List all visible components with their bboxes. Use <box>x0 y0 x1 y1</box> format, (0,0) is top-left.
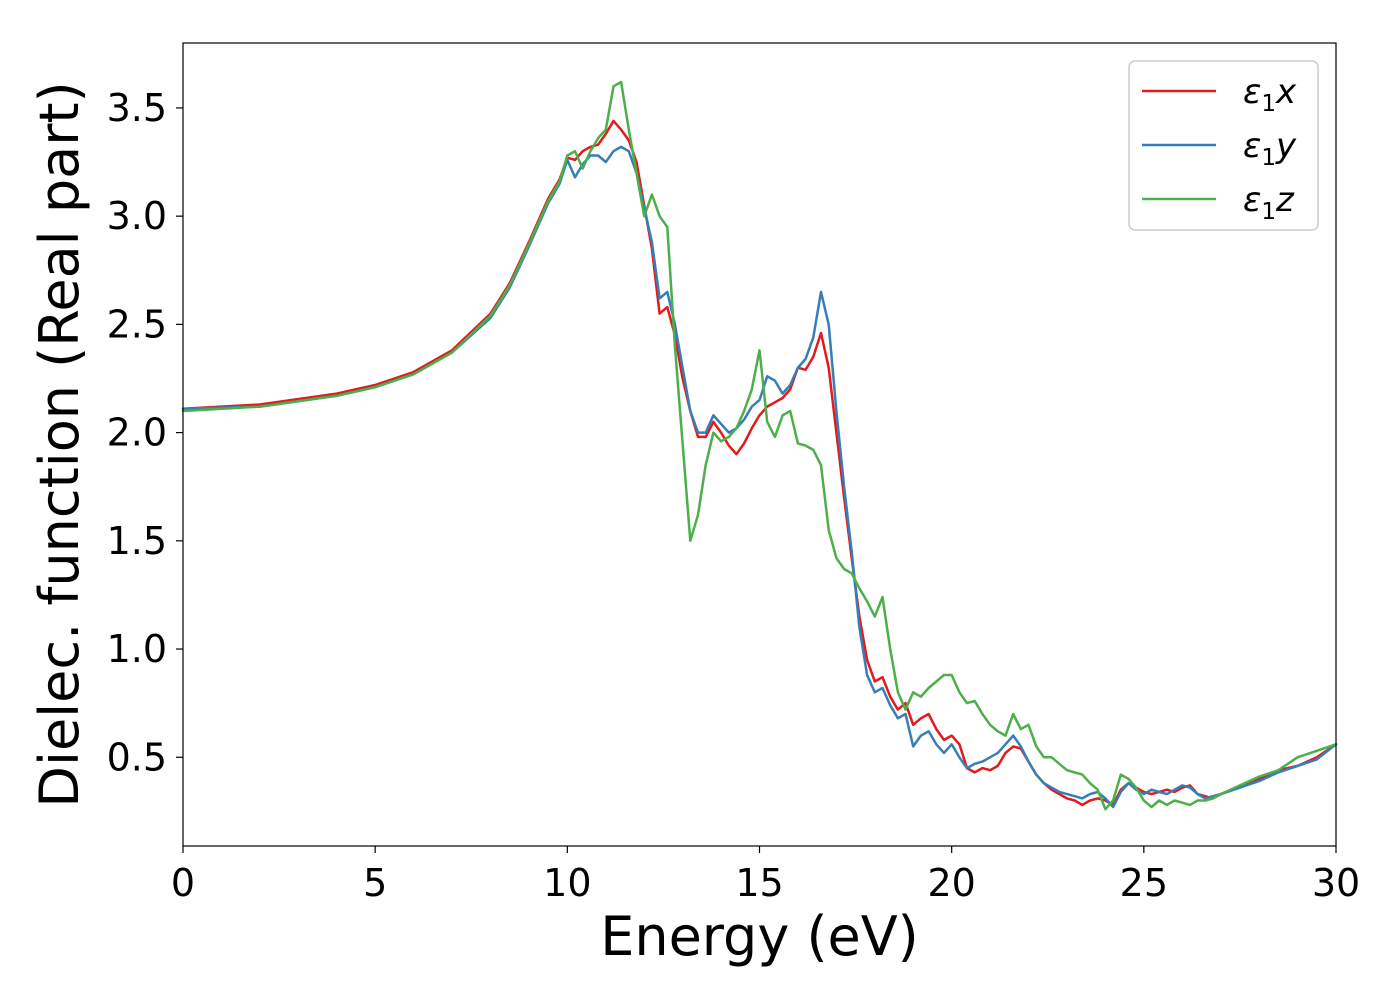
legend-label-x: ε1x <box>1243 72 1297 117</box>
y-tick-label: 3.5 <box>107 86 167 130</box>
x-tick-label: 5 <box>363 861 387 905</box>
legend-label-y: ε1y <box>1243 126 1297 171</box>
series-line-z <box>181 80 1338 811</box>
x-axis-ticks: 0 5 10 15 20 25 30 <box>171 846 1360 905</box>
y-tick-label: 1.0 <box>107 627 167 671</box>
y-axis-ticks: 0.5 1.0 1.5 2.0 2.5 3.0 3.5 <box>107 86 183 779</box>
legend-label-z: ε1z <box>1243 180 1295 225</box>
y-tick-label: 1.5 <box>107 519 167 563</box>
y-tick-label: 0.5 <box>107 735 167 779</box>
y-tick-label: 2.0 <box>107 411 167 455</box>
x-tick-label: 30 <box>1312 861 1360 905</box>
x-tick-label: 10 <box>543 861 591 905</box>
legend-box <box>1128 60 1319 231</box>
y-tick-label: 2.5 <box>107 302 167 346</box>
y-tick-label: 3.0 <box>107 194 167 238</box>
x-tick-label: 20 <box>927 861 975 905</box>
x-tick-label: 15 <box>735 861 783 905</box>
series-layer <box>181 80 1338 811</box>
x-tick-label: 25 <box>1120 861 1168 905</box>
y-axis-label: Dielec. function (Real part) <box>28 81 91 807</box>
x-axis-label: Energy (eV) <box>600 905 919 968</box>
legend: ε1x ε1y ε1z <box>1128 60 1319 231</box>
x-tick-label: 0 <box>171 861 195 905</box>
